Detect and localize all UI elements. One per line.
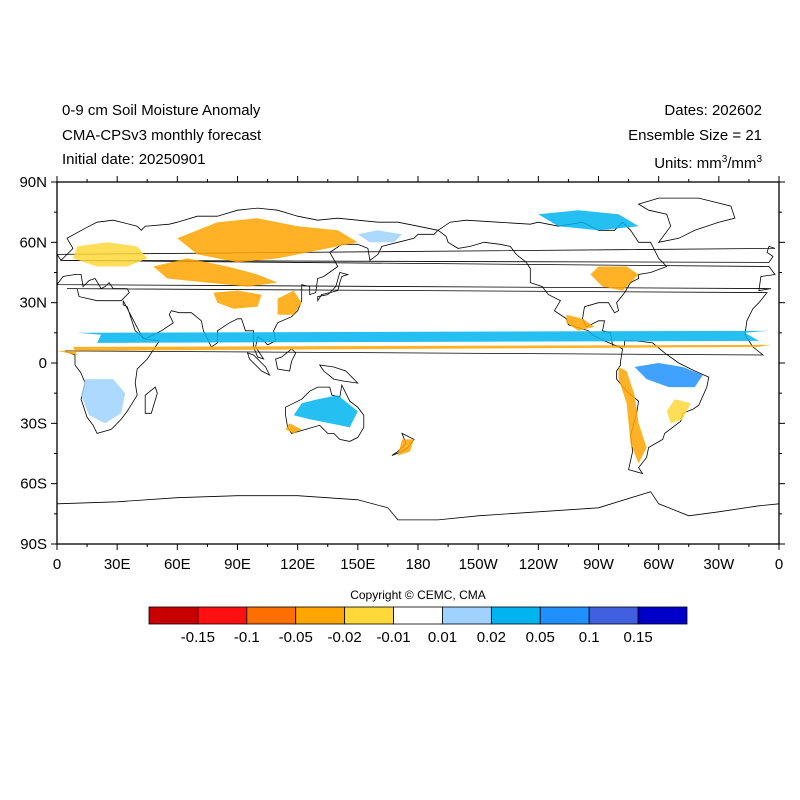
lat-tick-label: 30N <box>19 295 47 312</box>
anomaly-amazon-wet <box>634 363 703 388</box>
lon-tick-label: 30W <box>703 556 735 573</box>
map-title: 0-9 cm Soil Moisture Anomaly <box>62 102 261 119</box>
copyright-label: Copyright © CEMC, CMA <box>350 588 486 602</box>
colorbar-label: -0.02 <box>328 629 362 646</box>
lat-tick-label: 0 <box>39 355 47 372</box>
coastline-antarctica <box>57 491 779 544</box>
initial-date: Initial date: 20250901 <box>62 151 206 168</box>
colorbar-label: 0.1 <box>579 629 600 646</box>
colorbar-swatch <box>197 606 248 625</box>
land-layer <box>57 197 779 544</box>
lon-tick-label: 90E <box>224 556 251 573</box>
lon-tick-label: 30E <box>104 556 131 573</box>
colorbar: -0.15 -0.1 -0.05 -0.02 -0.01 0.01 0.02 0.05 0.1 0… <box>148 606 688 646</box>
colorbar-swatch <box>637 606 688 625</box>
anomaly-east-siberia-wet <box>357 230 402 243</box>
colorbar-swatch <box>539 606 590 625</box>
map-ticks: 90N 60N 30N 0 30S 60S 90S 0 30E 60E 90E 120E 150E 180… <box>19 174 785 573</box>
ocean-rect <box>57 182 779 544</box>
anomaly-mexico-dry <box>566 314 595 331</box>
colorbar-swatch <box>295 606 346 625</box>
lat-tick-label: 60N <box>19 234 47 251</box>
anomaly-tibet-dry <box>213 290 262 309</box>
coastline-japan <box>317 272 350 303</box>
lat-tick-label: 90S <box>20 536 47 553</box>
coastline-new-guinea <box>318 364 359 384</box>
anomaly-central-asia-dry <box>153 258 278 287</box>
lat-tick-label: 30S <box>20 415 47 432</box>
lon-tick-label: 60W <box>643 556 675 573</box>
lon-tick-label: 120W <box>519 556 559 573</box>
anomaly-canada-wet <box>538 210 639 231</box>
units-prefix: Units: mm <box>654 155 722 172</box>
anomaly-china-dry <box>277 290 302 315</box>
colorbar-label: 0.02 <box>477 629 506 646</box>
units-mid: /mm <box>727 155 757 172</box>
lon-tick-label: 0 <box>53 556 61 573</box>
coastline-britain <box>57 245 776 263</box>
colorbar-swatch <box>393 606 443 625</box>
coastline-madagascar <box>144 386 158 414</box>
lat-tick-label: 90N <box>19 174 47 191</box>
colorbar-label: -0.15 <box>181 629 215 646</box>
anomaly-australia-dry <box>285 423 302 434</box>
coastline-greenland <box>637 197 736 243</box>
colorbar-swatch <box>588 606 639 625</box>
colorbar-swatch <box>246 606 297 625</box>
units-sup-2: 3 <box>756 154 762 165</box>
anomaly-nz-dry <box>397 439 414 456</box>
lat-tick-label: 60S <box>20 476 47 493</box>
lon-tick-label: 90W <box>583 556 615 573</box>
units-sup-1: 3 <box>721 154 728 165</box>
colorbar-swatch <box>344 606 394 625</box>
anomaly-us-east-dry <box>590 266 639 291</box>
ocean-background <box>57 182 779 544</box>
colorbar-swatch <box>490 606 541 625</box>
colorbar-label: -0.1 <box>234 629 260 646</box>
coastline-americas <box>437 219 710 475</box>
anomaly-layer <box>57 210 771 464</box>
lon-tick-label: 60E <box>164 556 191 573</box>
coastline-afro-eurasia <box>57 207 776 434</box>
colorbar-label: -0.05 <box>279 629 313 646</box>
lon-tick-label: 150E <box>340 556 375 573</box>
colorbar-swatch <box>148 606 199 625</box>
lon-tick-label: 0 <box>775 556 783 573</box>
anomaly-south-africa-wet <box>81 379 126 424</box>
anomaly-australia-wet <box>293 395 358 428</box>
coastline-sumatra <box>246 352 271 377</box>
anomaly-andes-dry <box>618 367 647 464</box>
anomaly-europe-dry <box>73 242 148 267</box>
anomaly-sahel-wet <box>67 330 769 343</box>
colorbar-label: 0.05 <box>526 629 555 646</box>
colorbar-label: 0.15 <box>623 629 652 646</box>
coastline-borneo <box>275 348 297 372</box>
colorbar-label: 0.01 <box>428 629 457 646</box>
anomaly-brazil-dry <box>666 399 691 424</box>
anomaly-siberia-dry <box>177 218 358 263</box>
colorbar-swatch <box>442 606 492 625</box>
colorbar-label: -0.01 <box>376 629 410 646</box>
units-label: Units: mm3/mm3 <box>654 151 762 173</box>
lon-tick-label: 120E <box>280 556 315 573</box>
anomaly-west-africa-coast-dry <box>57 344 771 355</box>
forecast-dates: Dates: 202602 <box>664 102 762 119</box>
ensemble-size: Ensemble Size = 21 <box>628 127 762 144</box>
coastline-australia <box>285 383 365 442</box>
lon-tick-label: 180 <box>405 556 430 573</box>
map-subtitle: CMA-CPSv3 monthly forecast <box>62 127 262 144</box>
lon-tick-label: 150W <box>459 556 499 573</box>
